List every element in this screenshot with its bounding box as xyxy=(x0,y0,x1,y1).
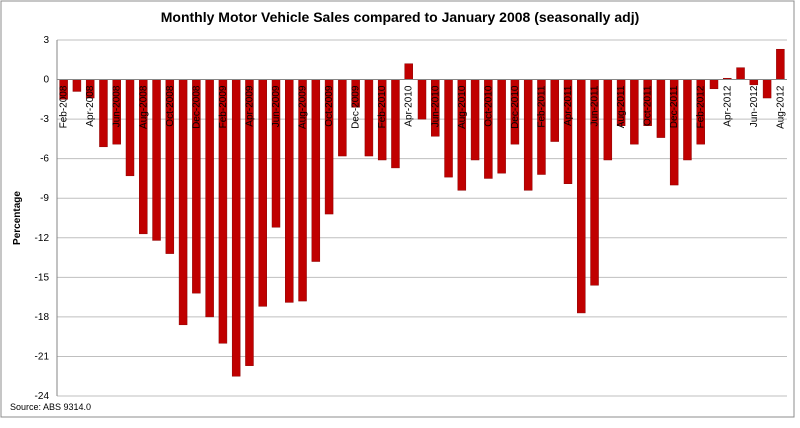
bar xyxy=(656,79,666,138)
x-tick-label: Feb-2011 xyxy=(536,85,547,128)
y-tick-label: -9 xyxy=(40,193,49,204)
x-tick-label: Oct-2011 xyxy=(643,85,654,126)
bar xyxy=(776,48,785,80)
bar xyxy=(125,79,135,177)
bar xyxy=(311,79,321,262)
x-tick-label: Feb-2010 xyxy=(377,85,388,128)
y-axis-label: Percentage xyxy=(12,191,23,245)
x-tick-label: Apr-2009 xyxy=(244,85,255,127)
bar xyxy=(178,79,188,326)
x-tick-label: Apr-2008 xyxy=(85,85,96,127)
x-tick-label: Oct-2009 xyxy=(324,85,335,127)
x-tick-label: Jun-2012 xyxy=(749,85,760,127)
x-tick-label: Oct-2010 xyxy=(483,85,494,127)
bar xyxy=(603,79,613,161)
bar xyxy=(683,79,692,161)
y-tick-label: -21 xyxy=(35,351,50,362)
bar xyxy=(205,79,214,318)
x-tick-label: Jun-2008 xyxy=(112,85,123,127)
x-tick-label: Feb-2009 xyxy=(218,85,229,128)
bar xyxy=(152,79,161,241)
bar xyxy=(364,79,374,157)
y-tick-label: -18 xyxy=(35,312,50,323)
x-tick-label: Dec-2008 xyxy=(191,85,202,129)
x-tick-label: Aug-2008 xyxy=(138,85,149,129)
bar xyxy=(285,79,294,303)
x-tick-label: Dec-2009 xyxy=(351,85,362,129)
x-tick-label: Aug-2012 xyxy=(775,85,786,129)
x-tick-label: Dec-2011 xyxy=(669,85,680,128)
bar xyxy=(762,79,772,99)
bar xyxy=(258,79,267,307)
bar xyxy=(417,79,427,120)
y-tick-label: -24 xyxy=(35,391,50,402)
x-tick-label: Jun-2009 xyxy=(271,85,282,127)
bar xyxy=(338,79,347,157)
bar xyxy=(99,79,108,148)
x-tick-label: Apr-2010 xyxy=(404,85,415,127)
y-tick-label: -3 xyxy=(40,114,49,125)
bar xyxy=(72,79,82,92)
x-tick-label: Feb-2012 xyxy=(696,85,707,128)
x-tick-label: Jun-2011 xyxy=(590,85,601,126)
bar xyxy=(444,79,453,178)
x-tick-label: Dec-2010 xyxy=(510,85,521,129)
bar xyxy=(736,67,745,80)
bar xyxy=(577,79,586,314)
x-tick-label: Aug-2011 xyxy=(616,85,627,128)
bar xyxy=(391,79,400,169)
chart-frame xyxy=(0,0,795,418)
bar xyxy=(550,79,559,142)
bar xyxy=(630,79,639,145)
bar xyxy=(470,79,480,161)
y-tick-label: -12 xyxy=(35,233,50,244)
chart-title: Monthly Motor Vehicle Sales compared to … xyxy=(161,9,640,25)
y-tick-label: 0 xyxy=(43,75,49,86)
bar xyxy=(523,79,533,191)
y-tick-label: -15 xyxy=(35,272,50,283)
x-tick-label: Apr-2012 xyxy=(722,85,733,127)
bar xyxy=(231,79,241,377)
y-tick-label: -6 xyxy=(40,154,49,165)
x-tick-label: Feb-2008 xyxy=(59,85,70,128)
x-tick-label: Apr-2011 xyxy=(563,85,574,126)
bar xyxy=(709,79,719,90)
y-tick-label: 3 xyxy=(43,35,49,46)
source-note: Source: ABS 9314.0 xyxy=(10,402,91,412)
bar xyxy=(497,79,506,174)
x-tick-label: Jun-2010 xyxy=(430,85,441,127)
x-tick-label: Aug-2010 xyxy=(457,85,468,129)
bar xyxy=(404,63,413,80)
bar xyxy=(749,79,759,86)
x-tick-label: Oct-2008 xyxy=(165,85,176,127)
x-tick-label: Aug-2009 xyxy=(298,85,309,129)
